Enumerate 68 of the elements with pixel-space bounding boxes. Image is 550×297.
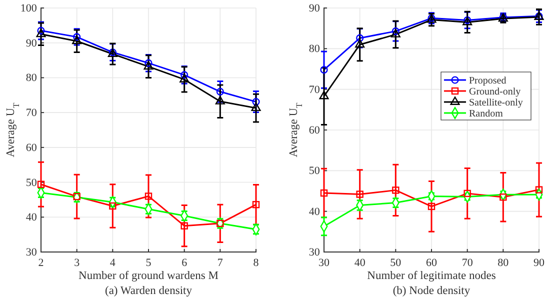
point: [144, 192, 152, 200]
x-tick-label: 80: [498, 257, 510, 269]
point: [216, 88, 224, 96]
y-tick-label: 40: [308, 206, 320, 218]
x-tick-label: 3: [74, 257, 80, 269]
y-tick-label: 80: [308, 43, 320, 56]
y-tick-label: 70: [26, 107, 38, 120]
point: [320, 66, 328, 74]
point: [428, 202, 436, 210]
point: [180, 222, 188, 230]
legend-label: Random: [469, 108, 504, 120]
point: [73, 33, 81, 41]
point: [464, 190, 471, 198]
x-tick-label: 5: [146, 257, 152, 269]
y-tick-label: 30: [308, 246, 320, 259]
point: [180, 74, 190, 82]
point: [215, 96, 225, 104]
x-tick-label: 7: [217, 257, 224, 269]
point: [319, 90, 329, 100]
point: [144, 59, 152, 67]
point: [390, 29, 400, 38]
y-tick-label: 60: [308, 124, 320, 137]
x-tick-label: 6: [182, 257, 188, 269]
point: [252, 200, 260, 208]
y-tick-label: 100: [20, 2, 38, 15]
y-tick-label: 50: [26, 176, 38, 189]
point: [500, 194, 507, 201]
y-tick-label: 90: [26, 37, 38, 50]
point: [535, 186, 543, 194]
x-axis-title: Number of legitimate nodes: [367, 270, 496, 282]
text: (a) Warden density: [105, 285, 192, 297]
x-tick-label: 60: [426, 257, 438, 269]
point: [252, 98, 260, 106]
y-tick-label: 30: [26, 246, 38, 259]
y-tick-label: 40: [26, 212, 38, 224]
y-tick-label: 50: [308, 165, 320, 178]
point: [72, 36, 82, 44]
point: [36, 28, 46, 38]
legend-label: Ground-only: [469, 86, 521, 98]
y-tick-label: 70: [308, 84, 320, 96]
point: [73, 192, 80, 200]
y-tick-label: 60: [26, 142, 38, 154]
point: [37, 180, 45, 188]
point: [144, 61, 154, 70]
point: [355, 39, 365, 48]
x-tick-label: 70: [462, 257, 474, 269]
x-tick-label: 30: [318, 257, 330, 269]
point: [356, 190, 364, 198]
x-tick-label: 40: [354, 257, 366, 269]
point: [37, 26, 45, 34]
point: [180, 71, 188, 79]
x-tick-label: 50: [390, 257, 402, 269]
x-tick-label: 8: [253, 257, 260, 269]
y-tick-label: 80: [26, 72, 38, 84]
legend-label: Satellite-only: [469, 98, 523, 108]
y-tick-label: 90: [308, 2, 320, 15]
point: [251, 102, 261, 112]
x-tick-label: 4: [110, 257, 116, 269]
x-tick-label: 2: [38, 257, 44, 269]
point: [392, 27, 400, 35]
point: [320, 189, 328, 197]
text: (b) Node density: [392, 285, 470, 297]
x-tick-label: 90: [534, 257, 545, 269]
point: [392, 186, 400, 194]
x-axis-title: Number of ground wardens M: [78, 270, 218, 282]
point: [356, 34, 364, 42]
point: [109, 202, 116, 210]
legend-label: Proposed: [469, 76, 506, 86]
